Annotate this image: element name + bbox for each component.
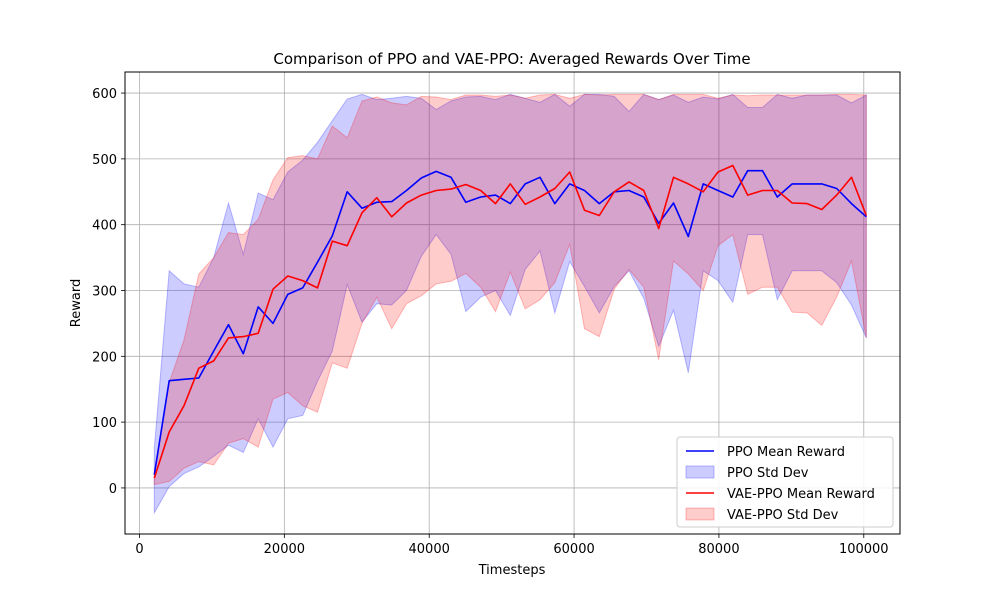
x-tick-label-4: 80000 — [698, 542, 739, 557]
axis-ticks: 0 20000 40000 60000 80000 100000 0 100 200 300 400… — [92, 87, 888, 557]
mean-lines — [153, 164, 868, 479]
x-axis-title: Timesteps — [478, 563, 546, 578]
x-tick-label-2: 40000 — [409, 542, 450, 557]
legend-label-1: PPO Std Dev — [727, 466, 809, 481]
plot-frame — [124, 71, 901, 535]
x-tick-label-0: 0 — [135, 542, 143, 557]
chart-title: Comparison of PPO and VAE-PPO: Averaged … — [273, 50, 750, 68]
x-tick-label-5: 100000 — [839, 542, 889, 557]
y-tick-label-0: 0 — [109, 482, 117, 497]
y-tick-label-2: 200 — [92, 350, 117, 365]
y-tick-label-6: 600 — [92, 87, 117, 102]
y-tick-label-1: 100 — [92, 416, 117, 431]
std-band-0 — [153, 93, 867, 515]
mean-line-1 — [153, 164, 868, 479]
y-tick-label-4: 400 — [92, 219, 117, 234]
mean-line-0 — [153, 169, 867, 475]
y-axis-title: Reward — [69, 279, 84, 327]
legend-swatch-1 — [685, 465, 715, 479]
y-tick-label-3: 300 — [92, 284, 117, 299]
legend-label-0: PPO Mean Reward — [727, 445, 845, 460]
legend: PPO Mean Reward PPO Std Dev VAE-PPO Mean R… — [676, 436, 894, 528]
y-tick-label-5: 500 — [92, 153, 117, 168]
legend-label-3: VAE-PPO Std Dev — [727, 508, 839, 523]
legend-label-2: VAE-PPO Mean Reward — [727, 487, 875, 502]
std-band-1 — [153, 93, 867, 486]
x-tick-label-3: 60000 — [553, 542, 594, 557]
legend-box — [676, 436, 894, 528]
x-tick-label-1: 20000 — [264, 542, 305, 557]
legend-swatch-3 — [685, 507, 715, 521]
std-bands — [153, 93, 867, 515]
